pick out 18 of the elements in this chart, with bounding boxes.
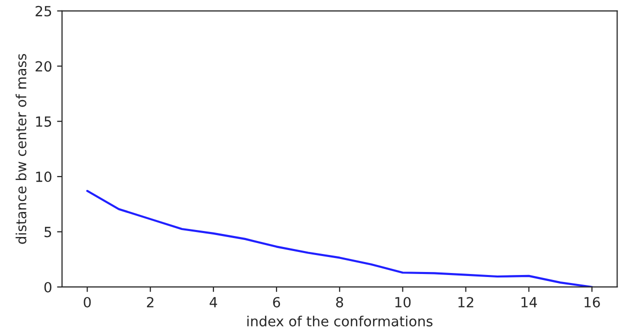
y-tick-label: 15 [36,116,52,127]
x-tick-label: 14 [522,297,537,308]
x-tick-label: 6 [273,296,280,308]
y-tick-label: 10 [36,172,52,182]
x-tick-label: 0 [84,296,91,308]
x-tick-label: 16 [584,296,600,308]
y-tick-label: 5 [44,226,52,238]
y-axis-title: distance bw center of mass [16,54,26,244]
x-axis-title: index of the conformations [247,316,432,326]
x-tick-label: 12 [458,296,474,308]
y-tick-label: 20 [36,61,52,72]
x-tick-label: 10 [395,296,411,308]
y-tick-label: 25 [36,6,52,16]
x-tick-label: 8 [336,296,344,308]
x-tick-label: 2 [146,296,154,308]
y-tick-label: 0 [44,282,52,292]
line-series [86,190,593,287]
x-tick-label: 4 [210,297,218,308]
